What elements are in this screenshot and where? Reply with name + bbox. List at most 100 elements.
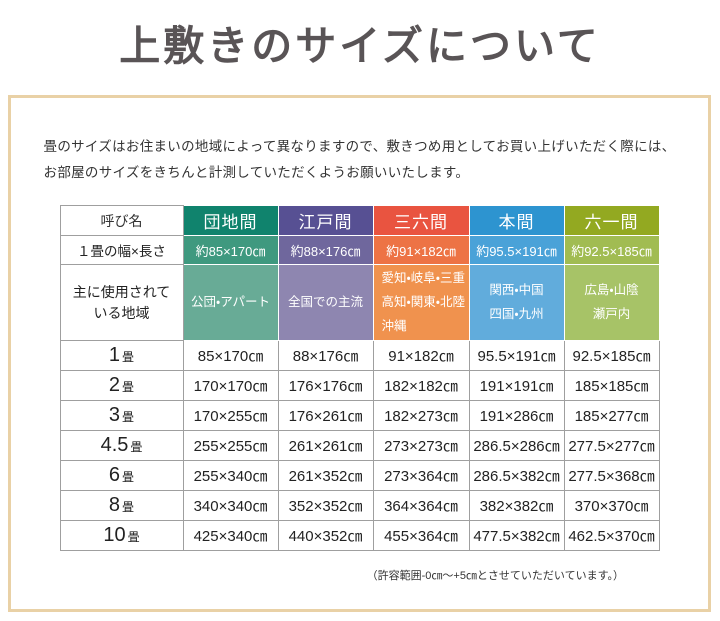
tolerance-note: （許容範囲-0㎝～+5㎝とさせていただいています。） — [366, 570, 624, 582]
size-row: 6 畳 255×340㎝ 261×352㎝ 273×364㎝ 286.5×382㎝ 277.… — [59, 460, 660, 491]
region-line: 沖縄 — [381, 319, 407, 333]
size-value-cell: 273×273㎝ — [372, 430, 470, 461]
row-header-unit-size: １畳の幅×長さ — [59, 235, 184, 265]
size-value-cell: 182×273㎝ — [372, 400, 470, 431]
size-row: 1 畳 85×170㎝ 88×176㎝ 91×182㎝ 95.5×191㎝ 92.5×185… — [59, 340, 660, 371]
size-value-cell: 170×170㎝ — [182, 370, 279, 401]
region-line: 広島・山陰 — [584, 283, 639, 297]
region-line: 公団・アパート — [190, 295, 270, 309]
column-header-edoma: 江戸間 — [277, 205, 374, 236]
size-value-cell: 95.5×191㎝ — [468, 340, 565, 371]
tatami-count: 10 — [103, 524, 126, 546]
size-value-cell: 277.5×277㎝ — [563, 430, 660, 461]
size-value-cell: 85×170㎝ — [182, 340, 279, 371]
region-cell: 愛知・岐阜・三重 高知・関東・北陸 沖縄 — [372, 264, 470, 341]
size-value-cell: 185×277㎝ — [563, 400, 660, 431]
unit-size-row: １畳の幅×長さ 約85×170㎝ 約88×176㎝ 約91×182㎝ 約95.5… — [59, 235, 660, 265]
size-value-cell: 382×382㎝ — [468, 490, 565, 521]
size-value-cell: 191×191㎝ — [468, 370, 565, 401]
size-value-cell: 91×182㎝ — [372, 340, 470, 371]
row-header-regions: 主に使用されて いる地域 — [59, 264, 184, 341]
unit-size-cell: 約88×176㎝ — [277, 235, 374, 265]
region-line: 関西・中国 — [489, 283, 544, 297]
size-value-cell: 455×364㎝ — [372, 520, 470, 551]
size-value-cell: 340×340㎝ — [182, 490, 279, 521]
tatami-count: 1 — [108, 344, 121, 366]
size-value-cell: 273×364㎝ — [372, 460, 470, 491]
tatami-unit: 畳 — [122, 410, 135, 424]
size-value-cell: 185×185㎝ — [563, 370, 660, 401]
row-header-regions-line-2: いる地域 — [93, 304, 150, 321]
region-line: 瀬戸内 — [592, 307, 631, 321]
size-value-cell: 261×352㎝ — [277, 460, 374, 491]
intro-line-2: お部屋のサイズをきちんと計測していただくようお願いいたします。 — [43, 165, 470, 180]
row-label-cell: 10 畳 — [59, 520, 184, 551]
tatami-unit: 畳 — [130, 440, 143, 454]
size-value-cell: 176×261㎝ — [277, 400, 374, 431]
row-header-regions-line-1: 主に使用されて — [72, 283, 171, 300]
region-cell: 公団・アパート — [182, 264, 279, 341]
column-header-sabuma: 三六間 — [372, 205, 470, 236]
tatami-size-table: 呼び名 団地間 江戸間 三六間 本間 六一間 １畳の幅×長さ 約85×170㎝ … — [59, 205, 660, 551]
size-value-cell: 370×370㎝ — [563, 490, 660, 521]
size-value-cell: 182×182㎝ — [372, 370, 470, 401]
size-value-cell: 352×352㎝ — [277, 490, 374, 521]
size-value-cell: 440×352㎝ — [277, 520, 374, 551]
column-header-rokuichima: 六一間 — [563, 205, 660, 236]
tatami-count: 4.5 — [100, 434, 129, 456]
tatami-unit: 畳 — [127, 530, 140, 544]
size-row: 3 畳 170×255㎝ 176×261㎝ 182×273㎝ 191×286㎝ 185×27… — [59, 400, 660, 431]
size-row: 4.5 畳 255×255㎝ 261×261㎝ 273×273㎝ 286.5×286㎝ 27… — [59, 430, 660, 461]
unit-size-cell: 約92.5×185㎝ — [563, 235, 660, 265]
column-header-danchima: 団地間 — [182, 205, 279, 236]
size-value-cell: 286.5×286㎝ — [468, 430, 565, 461]
size-value-cell: 261×261㎝ — [277, 430, 374, 461]
tatami-unit: 畳 — [122, 470, 135, 484]
content-box: 畳のサイズはお住まいの地域によって異なりますので、敷きつめ用としてお買い上げいた… — [8, 95, 711, 612]
intro-line-1: 畳のサイズはお住まいの地域によって異なりますので、敷きつめ用としてお買い上げいた… — [43, 139, 676, 154]
tatami-count: 3 — [108, 404, 121, 426]
size-row: 2 畳 170×170㎝ 176×176㎝ 182×182㎝ 191×191㎝ 185×18… — [59, 370, 660, 401]
size-value-cell: 88×176㎝ — [277, 340, 374, 371]
tatami-unit: 畳 — [122, 500, 135, 514]
column-header-honma: 本間 — [468, 205, 565, 236]
intro-text: 畳のサイズはお住まいの地域によって異なりますので、敷きつめ用としてお買い上げいた… — [44, 134, 676, 186]
size-value-cell: 170×255㎝ — [182, 400, 279, 431]
size-value-cell: 92.5×185㎝ — [563, 340, 660, 371]
tatami-unit: 畳 — [122, 350, 135, 364]
region-line: 全国での主流 — [287, 295, 363, 309]
unit-size-cell: 約91×182㎝ — [372, 235, 470, 265]
size-value-cell: 176×176㎝ — [277, 370, 374, 401]
size-value-cell: 191×286㎝ — [468, 400, 565, 431]
size-value-cell: 255×255㎝ — [182, 430, 279, 461]
region-line: 愛知・岐阜・三重 — [381, 271, 466, 285]
regions-row: 主に使用されて いる地域 公団・アパート 全国での主流 愛知・岐阜・三重 高知・関… — [59, 264, 660, 341]
unit-size-cell: 約85×170㎝ — [182, 235, 279, 265]
region-cell: 全国での主流 — [277, 264, 374, 341]
tatami-count: 2 — [108, 374, 121, 396]
region-line: 高知・関東・北陸 — [381, 295, 466, 309]
row-label-cell: 4.5 畳 — [59, 430, 184, 461]
size-value-cell: 286.5×382㎝ — [468, 460, 565, 491]
size-row: 8 畳 340×340㎝ 352×352㎝ 364×364㎝ 382×382㎝ 370×37… — [59, 490, 660, 521]
tatami-count: 8 — [108, 494, 121, 516]
size-value-cell: 277.5×368㎝ — [563, 460, 660, 491]
page-title: 上敷きのサイズについて — [119, 22, 601, 70]
tatami-unit: 畳 — [122, 380, 135, 394]
region-line: 四国・九州 — [489, 307, 544, 321]
region-cell: 関西・中国四国・九州 — [468, 264, 565, 341]
row-header-name: 呼び名 — [59, 205, 184, 236]
size-value-cell: 477.5×382㎝ — [468, 520, 565, 551]
size-value-cell: 425×340㎝ — [182, 520, 279, 551]
region-cell: 広島・山陰 瀬戸内 — [563, 264, 660, 341]
size-value-cell: 364×364㎝ — [372, 490, 470, 521]
unit-size-cell: 約95.5×191㎝ — [468, 235, 565, 265]
size-value-cell: 255×340㎝ — [182, 460, 279, 491]
table-header-row: 呼び名 団地間 江戸間 三六間 本間 六一間 — [59, 205, 660, 236]
size-row: 10 畳 425×340㎝ 440×352㎝ 455×364㎝ 477.5×382㎝ 462… — [59, 520, 660, 551]
